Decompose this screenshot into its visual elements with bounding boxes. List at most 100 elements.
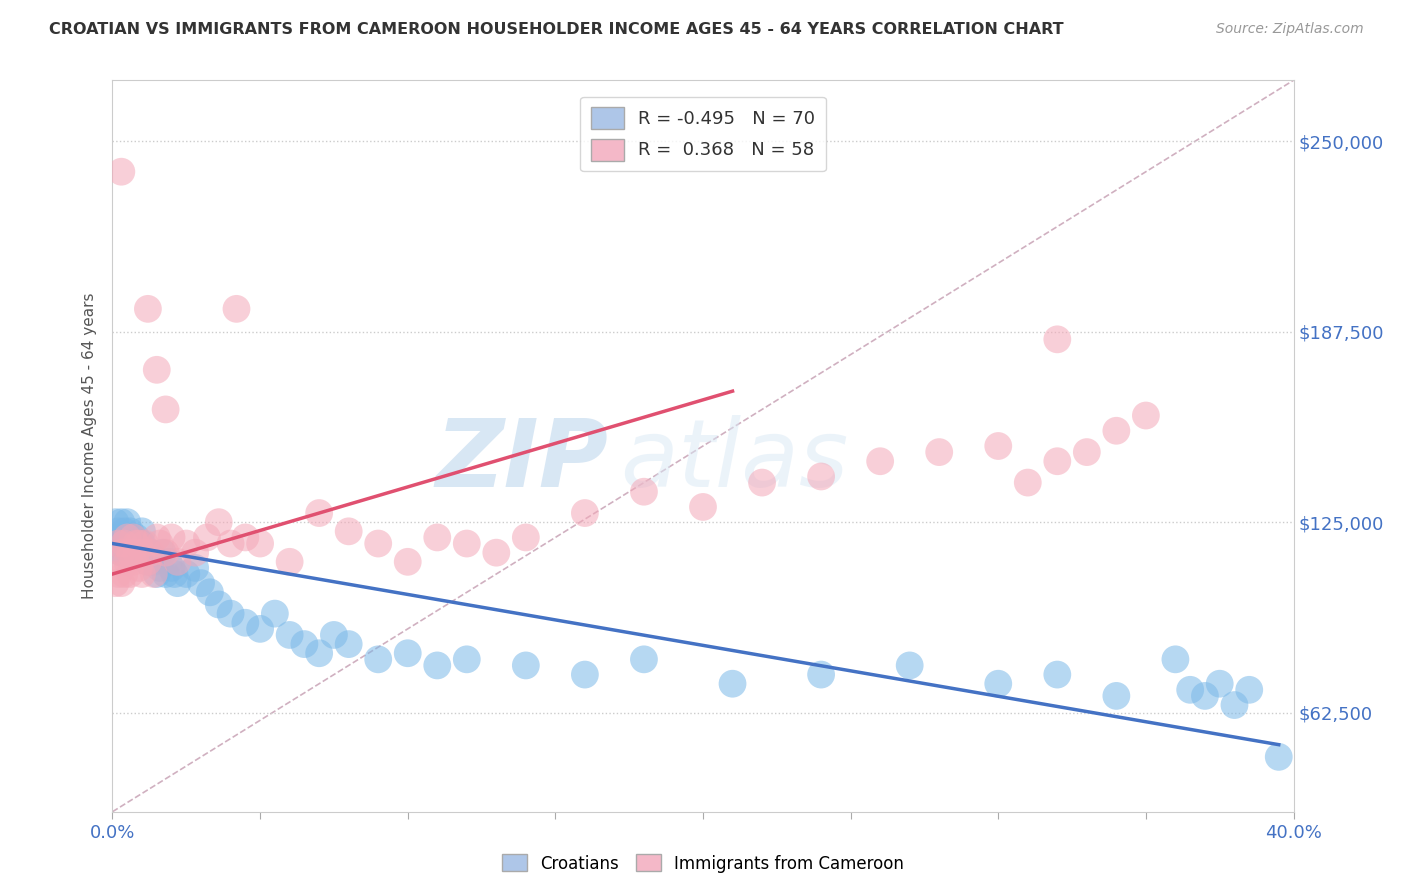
Point xyxy=(146,363,169,377)
Point xyxy=(292,637,315,651)
Point xyxy=(112,567,135,582)
Point xyxy=(128,561,150,575)
Point xyxy=(515,530,537,544)
Point xyxy=(112,536,135,550)
Point xyxy=(485,546,508,560)
Point xyxy=(264,607,287,621)
Legend: Croatians, Immigrants from Cameroon: Croatians, Immigrants from Cameroon xyxy=(495,847,911,880)
Point xyxy=(122,536,145,550)
Point xyxy=(219,607,242,621)
Point xyxy=(142,567,165,582)
Point xyxy=(233,530,256,544)
Point xyxy=(142,555,165,569)
Point xyxy=(1105,424,1128,438)
Point xyxy=(104,530,127,544)
Point xyxy=(456,652,478,666)
Point xyxy=(166,555,188,569)
Point xyxy=(146,530,169,544)
Point xyxy=(198,585,221,599)
Point xyxy=(810,667,832,681)
Point xyxy=(160,561,183,575)
Point xyxy=(149,536,172,550)
Text: atlas: atlas xyxy=(620,415,849,506)
Point xyxy=(515,658,537,673)
Point xyxy=(278,555,301,569)
Point xyxy=(104,576,127,591)
Point xyxy=(136,555,159,569)
Point xyxy=(110,164,132,178)
Point xyxy=(107,524,129,539)
Point xyxy=(1076,445,1098,459)
Point xyxy=(1268,749,1291,764)
Point xyxy=(160,530,183,544)
Point xyxy=(139,546,162,560)
Text: ZIP: ZIP xyxy=(436,415,609,507)
Point xyxy=(1223,698,1246,712)
Point xyxy=(1178,682,1201,697)
Point xyxy=(110,576,132,591)
Point xyxy=(190,576,212,591)
Point xyxy=(1239,682,1261,697)
Point xyxy=(134,546,156,560)
Point xyxy=(104,515,127,529)
Point xyxy=(869,454,891,468)
Point xyxy=(120,536,142,550)
Point xyxy=(308,506,330,520)
Point xyxy=(249,622,271,636)
Point xyxy=(426,530,449,544)
Point xyxy=(195,530,218,544)
Point xyxy=(751,475,773,490)
Point xyxy=(810,469,832,483)
Point xyxy=(117,530,138,544)
Point xyxy=(928,445,950,459)
Point xyxy=(367,652,389,666)
Point xyxy=(337,637,360,651)
Point xyxy=(107,536,129,550)
Point xyxy=(987,439,1010,453)
Point xyxy=(184,561,207,575)
Point xyxy=(898,658,921,673)
Point xyxy=(225,301,247,316)
Point xyxy=(120,546,142,560)
Point xyxy=(146,567,169,582)
Point xyxy=(574,506,596,520)
Point xyxy=(157,555,180,569)
Point xyxy=(174,567,197,582)
Point xyxy=(174,536,197,550)
Point xyxy=(233,615,256,630)
Point xyxy=(323,628,346,642)
Point xyxy=(1046,454,1069,468)
Point xyxy=(987,676,1010,690)
Point xyxy=(278,628,301,642)
Y-axis label: Householder Income Ages 45 - 64 years: Householder Income Ages 45 - 64 years xyxy=(82,293,97,599)
Point xyxy=(166,576,188,591)
Point xyxy=(117,536,138,550)
Point xyxy=(131,567,153,582)
Point xyxy=(163,567,186,582)
Point xyxy=(426,658,449,673)
Point xyxy=(155,567,177,582)
Point xyxy=(1046,332,1069,346)
Point xyxy=(104,555,127,569)
Point xyxy=(139,546,162,560)
Point xyxy=(128,536,150,550)
Point xyxy=(125,530,148,544)
Point xyxy=(456,536,478,550)
Point xyxy=(208,515,231,529)
Point xyxy=(122,555,145,569)
Point xyxy=(125,536,148,550)
Point xyxy=(1208,676,1232,690)
Point xyxy=(1135,409,1157,423)
Point xyxy=(125,546,148,560)
Point xyxy=(112,524,135,539)
Point xyxy=(574,667,596,681)
Point xyxy=(149,561,172,575)
Point xyxy=(128,536,150,550)
Point xyxy=(152,546,174,560)
Point xyxy=(110,530,132,544)
Point xyxy=(184,546,207,560)
Point xyxy=(367,536,389,550)
Point xyxy=(136,555,159,569)
Point xyxy=(1164,652,1187,666)
Point xyxy=(219,536,242,550)
